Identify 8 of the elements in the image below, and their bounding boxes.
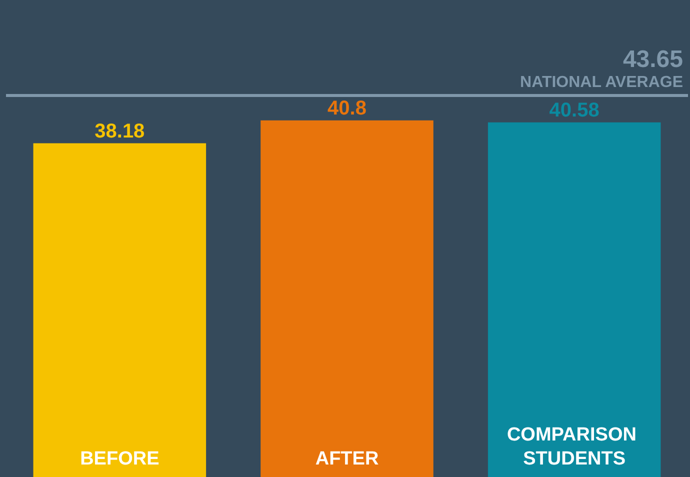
x-tick-label: AFTER [315, 448, 379, 470]
data-label: 40.58 [549, 99, 600, 122]
data-label: 38.18 [94, 120, 145, 142]
annotation: 43.65 [622, 46, 683, 73]
x-tick-label: BEFORE [80, 448, 160, 470]
x-tick-label: COMPARISON STUDENTS [506, 424, 642, 470]
ref-line-label: NATIONAL AVERAGE [520, 74, 684, 91]
data-label: 40.8 [328, 97, 366, 120]
